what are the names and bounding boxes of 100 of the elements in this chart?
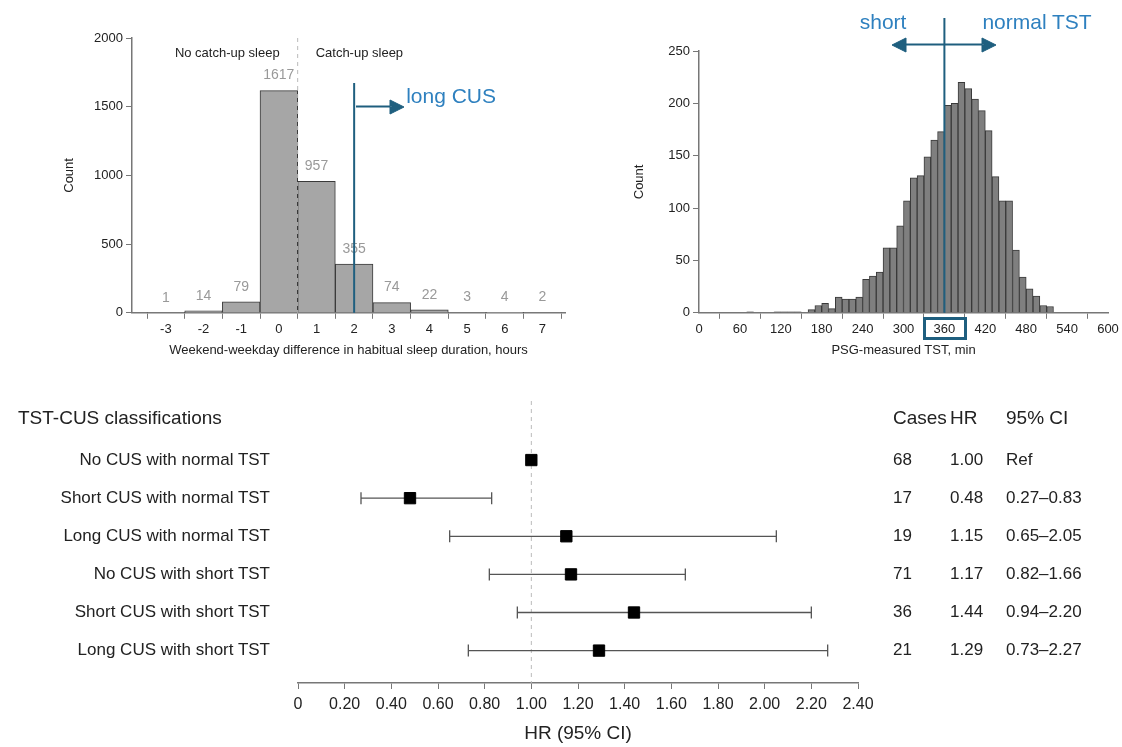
data-label: 79 [233,277,250,294]
data-label: 22 [421,285,438,302]
x-tick-label: 2.40 [842,695,874,713]
x-axis-title: Weekend-weekday difference in habitual sleep duration, hours [169,341,529,357]
x-tick-label: 240 [851,321,874,337]
x-tick-label: 1 [312,321,321,337]
point [403,492,417,505]
y-axis-title: Count [61,157,77,193]
y-tick-label: 50 [675,252,690,268]
x-tick-label: -2 [197,321,210,337]
x-tick-label: 1.60 [655,695,688,713]
y-tick-label: 1000 [94,166,123,182]
data-label: 1.17 [950,564,984,584]
x-tick-label: 1.20 [562,695,594,713]
text: 0.82–1.66 [1006,564,1082,584]
point [560,530,573,543]
text: 0.94–2.20 [1006,602,1082,622]
x-tick-label: 2.00 [749,695,781,713]
x-tick-label: 1.40 [609,695,641,713]
annotation: No catch-up sleep [174,45,280,61]
y-axis-title: Count [631,164,647,200]
x-tick-label: 120 [769,321,792,337]
point [525,453,538,467]
data-label: 1.15 [950,525,984,545]
y-tick-label: Short CUS with short TST [74,602,270,622]
y-tick-label: 0 [115,304,123,320]
x-tick-label: 0.40 [375,695,408,713]
point [627,606,641,619]
x-tick-label: 0 [293,695,303,713]
text: short [859,9,907,35]
y-tick-label: 2000 [94,29,123,45]
text: 36 [893,602,912,622]
x-tick-label: 4 [425,321,434,337]
text: 95% CI [1006,407,1069,429]
text: HR [950,407,978,429]
x-tick-label: 2 [350,321,358,337]
point [564,568,578,581]
x-tick-label: 0.20 [329,695,361,713]
x-tick-label: 3 [388,321,396,337]
x-tick-label: 480 [1015,321,1038,337]
x-tick-label: 1.00 [515,695,548,713]
data-label: 1.00 [950,449,984,469]
data-label: 1617 [263,66,295,83]
x-tick-label: 7 [538,321,547,337]
x-tick-label: 180 [810,321,833,337]
x-tick-label: 0 [275,321,283,337]
point [592,644,606,657]
y-tick-label: 500 [101,235,123,251]
y-tick-label: Long CUS with normal TST [63,525,270,545]
text: 0.27–0.83 [1006,487,1082,507]
x-axis-title: HR (95% CI) [524,721,632,743]
data-label: 957 [304,157,329,174]
x-tick-label: 60 [732,321,748,337]
y-tick-label: 0 [682,304,690,320]
data-label: 1.44 [950,602,984,622]
x-tick-label: 2.20 [795,695,828,713]
text: 68 [893,449,912,469]
y-tick-label: No CUS with short TST [93,564,270,584]
x-tick-label: 420 [974,321,997,337]
x-tick-label: -1 [235,321,247,337]
data-label: 3 [463,288,472,305]
text: 71 [893,564,912,584]
data-label: 4 [500,288,509,305]
y-tick-label: Long CUS with short TST [77,640,270,660]
text: 17 [893,487,912,507]
data-label: 2 [538,288,547,305]
ref-line-label: long CUS [406,83,497,107]
data-label: 1 [161,288,170,305]
x-tick-label: 600 [1097,321,1119,337]
x-tick-label: 0.60 [422,695,454,713]
y-tick-label: Short CUS with normal TST [60,487,270,507]
text: Cases [893,407,947,429]
x-axis-title: PSG-measured TST, min [831,341,976,357]
x-tick-label: 6 [501,321,509,337]
data-label: 0.48 [950,487,984,507]
data-label: 1.29 [950,640,984,660]
x-tick-label: 0.80 [469,695,501,713]
y-tick-label: 250 [668,42,690,58]
text: 19 [893,525,912,545]
y-tick-label: 100 [668,199,690,215]
y-tick-label: No CUS with normal TST [79,449,270,469]
annotation: Catch-up sleep [315,45,404,61]
data-label: 14 [195,286,212,303]
y-tick-label: 200 [668,94,690,110]
x-tick-label: 360 [933,321,956,337]
x-tick-label: -3 [160,321,172,337]
y-tick-label: 1500 [94,98,123,114]
y-tick-label: 150 [668,147,690,163]
x-tick-label: 0 [695,321,703,337]
text: 21 [893,640,912,660]
data-label: 74 [384,278,400,295]
text: Ref [1006,449,1033,469]
x-tick-label: 5 [463,321,471,337]
text: 0.73–2.27 [1006,640,1082,660]
y-axis-title: TST-CUS classifications [18,407,222,429]
text: normal TST [982,9,1092,35]
text: 0.65–2.05 [1006,525,1082,545]
x-tick-label: 1.80 [702,695,734,713]
x-tick-label: 540 [1056,321,1078,337]
x-tick-label: 300 [892,321,915,337]
